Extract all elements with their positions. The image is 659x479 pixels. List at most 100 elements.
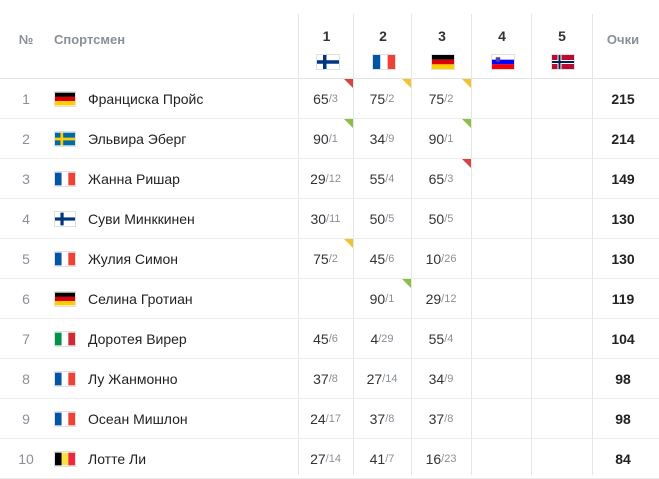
stage-number: 4 <box>498 28 506 44</box>
table-row[interactable]: 1 Франциска Пройс 65/3 75/2 75/2 215 <box>0 79 659 119</box>
total-points: 119 <box>611 290 635 307</box>
stage-header-4: 4 <box>472 14 532 78</box>
total-points: 130 <box>611 210 635 227</box>
athlete-name[interactable]: Жанна Ришар <box>88 170 180 187</box>
stage-result-2: 34/9 <box>353 119 411 158</box>
result-points: 90 <box>369 290 386 307</box>
table-row[interactable]: 7 Доротея Вирер 45/6 4/29 55/4 104 <box>0 319 659 359</box>
finland-flag-icon <box>315 54 340 70</box>
athlete-name[interactable]: Эльвира Эберг <box>88 130 187 147</box>
stage-result-4 <box>471 159 531 198</box>
stage-result-2: 41/7 <box>353 439 411 478</box>
stage-result-4 <box>471 239 531 278</box>
stage-result-4 <box>471 199 531 238</box>
result-place: /8 <box>385 412 395 425</box>
france-flag-icon <box>54 239 76 278</box>
stage-result-5 <box>531 359 591 398</box>
result-points: 29 <box>310 170 326 187</box>
result-place: /3 <box>328 92 338 105</box>
athlete-name[interactable]: Селина Гротиан <box>88 290 193 307</box>
rank: 9 <box>22 410 30 427</box>
slovenia-flag-icon <box>491 54 515 70</box>
result-place: /14 <box>325 452 341 465</box>
result-points: 65 <box>428 170 445 187</box>
table-row[interactable]: 9 Осеан Мишлон 24/17 37/8 37/8 98 <box>0 399 659 439</box>
result-place: /11 <box>326 212 341 225</box>
table-row[interactable]: 5 Жулия Симон 75/2 45/6 10/26 130 <box>0 239 659 279</box>
stage-column-1: 1 <box>298 14 354 475</box>
athlete-name[interactable]: Доротея Вирер <box>88 330 187 347</box>
stage-result-2: 75/2 <box>353 79 411 118</box>
athlete-name[interactable]: Лотте Ли <box>88 450 147 467</box>
stage-header-3: 3 <box>412 14 472 78</box>
athlete-name[interactable]: Франциска Пройс <box>88 90 204 107</box>
result-points: 4 <box>370 330 379 347</box>
result-place: /3 <box>444 172 454 185</box>
result-place: /8 <box>444 412 454 425</box>
result-points: 45 <box>313 330 329 347</box>
table-row[interactable]: 3 Жанна Ришар 29/12 55/4 65/3 149 <box>0 159 659 199</box>
table-header: № Спортсмен Очки <box>0 0 659 79</box>
athlete-name[interactable]: Лу Жанмонно <box>88 370 178 387</box>
result-place: /1 <box>444 132 454 145</box>
result-place: /2 <box>385 92 395 105</box>
result-place: /1 <box>328 132 338 145</box>
result-points: 27 <box>366 370 383 387</box>
stage-result-3: 90/1 <box>411 119 471 158</box>
stage-result-1: 30/11 <box>298 199 353 238</box>
stage-result-5 <box>531 159 591 198</box>
stage-result-5 <box>531 199 591 238</box>
podium-marker-icon <box>402 79 411 88</box>
total-points: 149 <box>611 170 635 187</box>
stage-number: 5 <box>558 28 566 44</box>
result-points: 34 <box>428 370 445 387</box>
podium-marker-icon <box>462 159 471 168</box>
total-points: 98 <box>615 410 631 427</box>
table-row[interactable]: 10 Лотте Ли 27/14 41/7 16/23 84 <box>0 439 659 479</box>
rank: 2 <box>22 130 30 147</box>
table-row[interactable]: 4 Суви Минккинен 30/11 50/5 50/5 130 <box>0 199 659 239</box>
france-flag-icon <box>54 359 76 398</box>
stage-result-1 <box>298 279 353 318</box>
stage-result-4 <box>471 319 531 358</box>
result-place: /14 <box>382 372 398 385</box>
result-points: 34 <box>369 130 386 147</box>
rank: 1 <box>22 90 30 107</box>
result-points: 75 <box>369 90 386 107</box>
stage-column-2: 2 <box>353 14 412 475</box>
header-number: № <box>18 31 34 47</box>
result-points: 27 <box>310 450 326 467</box>
total-points: 215 <box>611 90 635 107</box>
stage-result-5 <box>531 319 591 358</box>
rank: 5 <box>22 250 30 267</box>
norway-flag-icon <box>551 54 575 70</box>
result-place: /9 <box>444 372 454 385</box>
stage-result-3: 16/23 <box>411 439 471 478</box>
table-row[interactable]: 2 Эльвира Эберг 90/1 34/9 90/1 214 <box>0 119 659 159</box>
result-points: 65 <box>313 90 329 107</box>
result-points: 50 <box>369 210 386 227</box>
result-points: 75 <box>313 250 329 267</box>
stage-result-2: 50/5 <box>353 199 411 238</box>
france-flag-icon <box>54 159 76 198</box>
result-points: 37 <box>313 370 329 387</box>
result-points: 90 <box>428 130 445 147</box>
athlete-name[interactable]: Осеан Мишлон <box>88 410 188 427</box>
result-points: 45 <box>369 250 386 267</box>
athlete-name[interactable]: Жулия Симон <box>88 250 178 267</box>
result-points: 10 <box>425 250 442 267</box>
total-points: 214 <box>611 130 635 147</box>
result-points: 75 <box>428 90 445 107</box>
table-row[interactable]: 8 Лу Жанмонно 37/8 27/14 34/9 98 <box>0 359 659 399</box>
stage-result-3: 75/2 <box>411 79 471 118</box>
athlete-name[interactable]: Суви Минккинен <box>88 210 195 227</box>
stage-number: 3 <box>438 28 446 44</box>
result-place: /4 <box>444 332 454 345</box>
stage-result-4 <box>471 359 531 398</box>
result-points: 30 <box>310 210 327 227</box>
stage-result-2: 37/8 <box>353 399 411 438</box>
stage-result-4 <box>471 119 531 158</box>
total-points: 84 <box>615 450 631 467</box>
table-row[interactable]: 6 Селина Гротиан 90/1 29/12 119 <box>0 279 659 319</box>
